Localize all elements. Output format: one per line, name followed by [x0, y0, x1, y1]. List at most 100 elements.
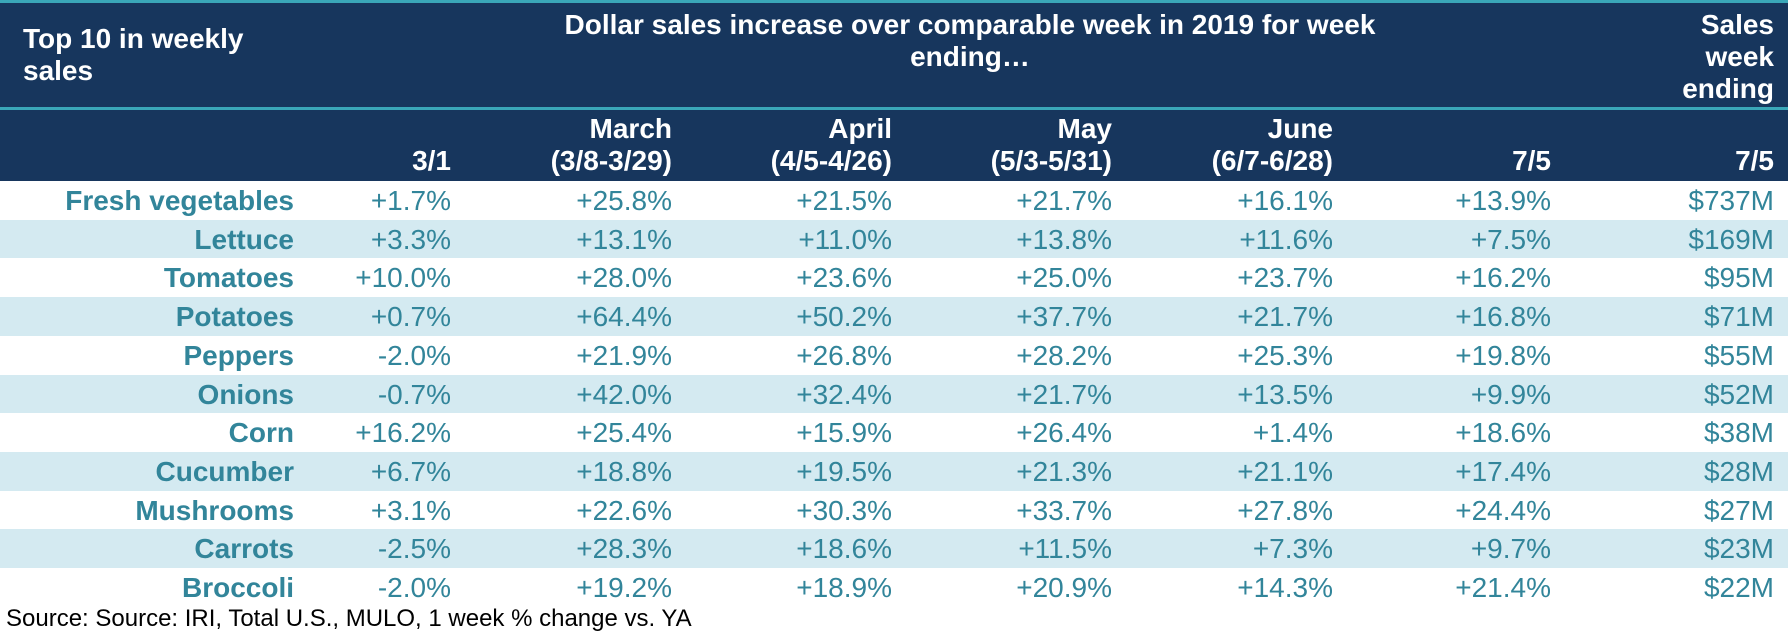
table-cell: +21.7% — [1016, 378, 1112, 410]
table-cell: +15.9% — [796, 417, 892, 449]
table-cell: $737M — [1688, 185, 1774, 216]
table-cell: +1.4% — [1252, 417, 1333, 449]
table-cell: +11.6% — [1239, 223, 1333, 255]
row-label: Onions — [197, 378, 294, 410]
table-cell: +21.7% — [1016, 185, 1112, 216]
table-cell: +13.5% — [1237, 378, 1333, 410]
column-header: March (3/8-3/29) — [472, 113, 672, 177]
table-row: Corn +16.2% +25.4% +15.9% +26.4% +1.4% +18.6% $… — [0, 413, 1788, 452]
table-cell: +16.1% — [1237, 185, 1333, 216]
table-cell: +9.7% — [1470, 533, 1551, 565]
column-header: 7/5 — [1351, 113, 1551, 177]
table-cell: $23M — [1703, 533, 1774, 565]
table-cell: $28M — [1703, 455, 1774, 487]
table-cell: $169M — [1688, 223, 1774, 255]
table-cell: +21.3% — [1016, 455, 1112, 487]
column-header-line1: April — [828, 113, 892, 144]
column-header: May (5/3-5/31) — [912, 113, 1112, 177]
table-row: Lettuce +3.3% +13.1% +11.0% +13.8% +11.6% +7.5… — [0, 219, 1788, 259]
table-cell: $27M — [1703, 494, 1774, 526]
row-label: Lettuce — [194, 223, 294, 255]
table-cell: +26.4% — [1016, 417, 1112, 449]
table-cell: +18.6% — [796, 533, 892, 565]
table-cell: +42.0% — [576, 378, 672, 410]
table-cell: +22.6% — [576, 494, 672, 526]
table-cell: +0.7% — [370, 301, 451, 333]
column-header-line2: (6/7-6/28) — [1211, 145, 1333, 176]
table-cell: +28.3% — [576, 533, 672, 565]
table-cell: +13.9% — [1455, 185, 1551, 216]
table-header-top: Top 10 in weekly sales Dollar sales incr… — [0, 0, 1788, 107]
table-cell: $95M — [1703, 262, 1774, 294]
table-cell: +18.9% — [796, 572, 892, 603]
table-cell: +14.3% — [1237, 572, 1333, 603]
table-cell: +21.1% — [1237, 455, 1333, 487]
table-cell: +18.8% — [576, 455, 672, 487]
column-header-line2: (3/8-3/29) — [550, 145, 672, 176]
table-cell: +10.0% — [355, 262, 451, 294]
column-header: 7/5 — [1574, 113, 1774, 177]
table-cell: +19.2% — [576, 572, 672, 603]
column-header-line1 — [251, 113, 451, 145]
table-cell: +21.9% — [576, 339, 672, 371]
column-header-line2: 3/1 — [412, 145, 451, 176]
table-cell: +37.7% — [1016, 301, 1112, 333]
row-label: Peppers — [183, 339, 295, 371]
table-cell: +13.8% — [1016, 223, 1112, 255]
table-cell: +3.1% — [370, 494, 451, 526]
row-label: Corn — [228, 417, 294, 449]
table-cell: +16.8% — [1455, 301, 1551, 333]
table-cell: $71M — [1703, 301, 1774, 333]
row-label: Carrots — [194, 533, 294, 565]
column-header: 3/1 — [251, 113, 451, 177]
table-row: Onions -0.7% +42.0% +32.4% +21.7% +13.5% +9.9%… — [0, 374, 1788, 414]
table-row: Tomatoes +10.0% +28.0% +23.6% +25.0% +23.7% +1… — [0, 258, 1788, 297]
table-cell: +7.3% — [1252, 533, 1333, 565]
column-header: June (6/7-6/28) — [1133, 113, 1333, 177]
table-cell: +25.3% — [1237, 339, 1333, 371]
column-header-line1: May — [1057, 113, 1112, 144]
table-cell: +23.7% — [1237, 262, 1333, 294]
table-cell: +26.8% — [796, 339, 892, 371]
table-cell: +9.9% — [1470, 378, 1551, 410]
table-cell: +25.8% — [576, 185, 672, 216]
table-cell: +20.9% — [1016, 572, 1112, 603]
table-cell: +16.2% — [1455, 262, 1551, 294]
table-row: Peppers -2.0% +21.9% +26.8% +28.2% +25.3% +19.… — [0, 336, 1788, 375]
table-row: Broccoli -2.0% +19.2% +18.9% +20.9% +14.3% +21… — [0, 568, 1788, 607]
table-cell: $22M — [1703, 572, 1774, 603]
table-header-columns: 3/1 March (3/8-3/29) April (4/5-4/26) May (5/3… — [0, 107, 1788, 181]
table-cell: +11.5% — [1018, 533, 1112, 565]
table-cell: +7.5% — [1470, 223, 1551, 255]
column-header-line1: March — [589, 113, 672, 144]
table-cell: +23.6% — [796, 262, 892, 294]
table-row: Cucumber +6.7% +18.8% +19.5% +21.3% +21.1% +17… — [0, 451, 1788, 491]
row-label: Broccoli — [181, 572, 294, 603]
table-cell: +21.4% — [1455, 572, 1551, 603]
table-cell: +1.7% — [370, 185, 451, 216]
table-cell: +11.0% — [798, 223, 892, 255]
table-cell: +32.4% — [796, 378, 892, 410]
column-header-line1: June — [1267, 113, 1333, 144]
table-row: Carrots -2.5% +28.3% +18.6% +11.5% +7.3% +9.7%… — [0, 529, 1788, 568]
column-header-line1 — [1351, 113, 1551, 145]
table-cell: +25.4% — [576, 417, 672, 449]
table-cell: +21.7% — [1237, 301, 1333, 333]
table-cell: +6.7% — [370, 455, 451, 487]
row-label: Fresh vegetables — [65, 185, 294, 216]
table-cell: -2.0% — [377, 572, 451, 603]
table-cell: +18.6% — [1455, 417, 1551, 449]
header-dollar-sales-label: Dollar sales increase over comparable we… — [564, 9, 1376, 72]
table-row: Fresh vegetables +1.7% +25.8% +21.5% +21.7% +… — [0, 181, 1788, 220]
column-header: April (4/5-4/26) — [692, 113, 892, 177]
table-cell: +27.8% — [1237, 494, 1333, 526]
table-cell: -2.0% — [377, 339, 451, 371]
source-note: Source: Source: IRI, Total U.S., MULO, 1… — [6, 605, 692, 632]
row-label: Tomatoes — [163, 262, 294, 294]
row-label: Mushrooms — [135, 494, 294, 526]
table-row: Mushrooms +3.1% +22.6% +30.3% +33.7% +27.8% +2… — [0, 491, 1788, 530]
column-header-line2: 7/5 — [1735, 145, 1774, 176]
table-cell: +21.5% — [796, 185, 892, 216]
row-label: Cucumber — [155, 455, 294, 487]
